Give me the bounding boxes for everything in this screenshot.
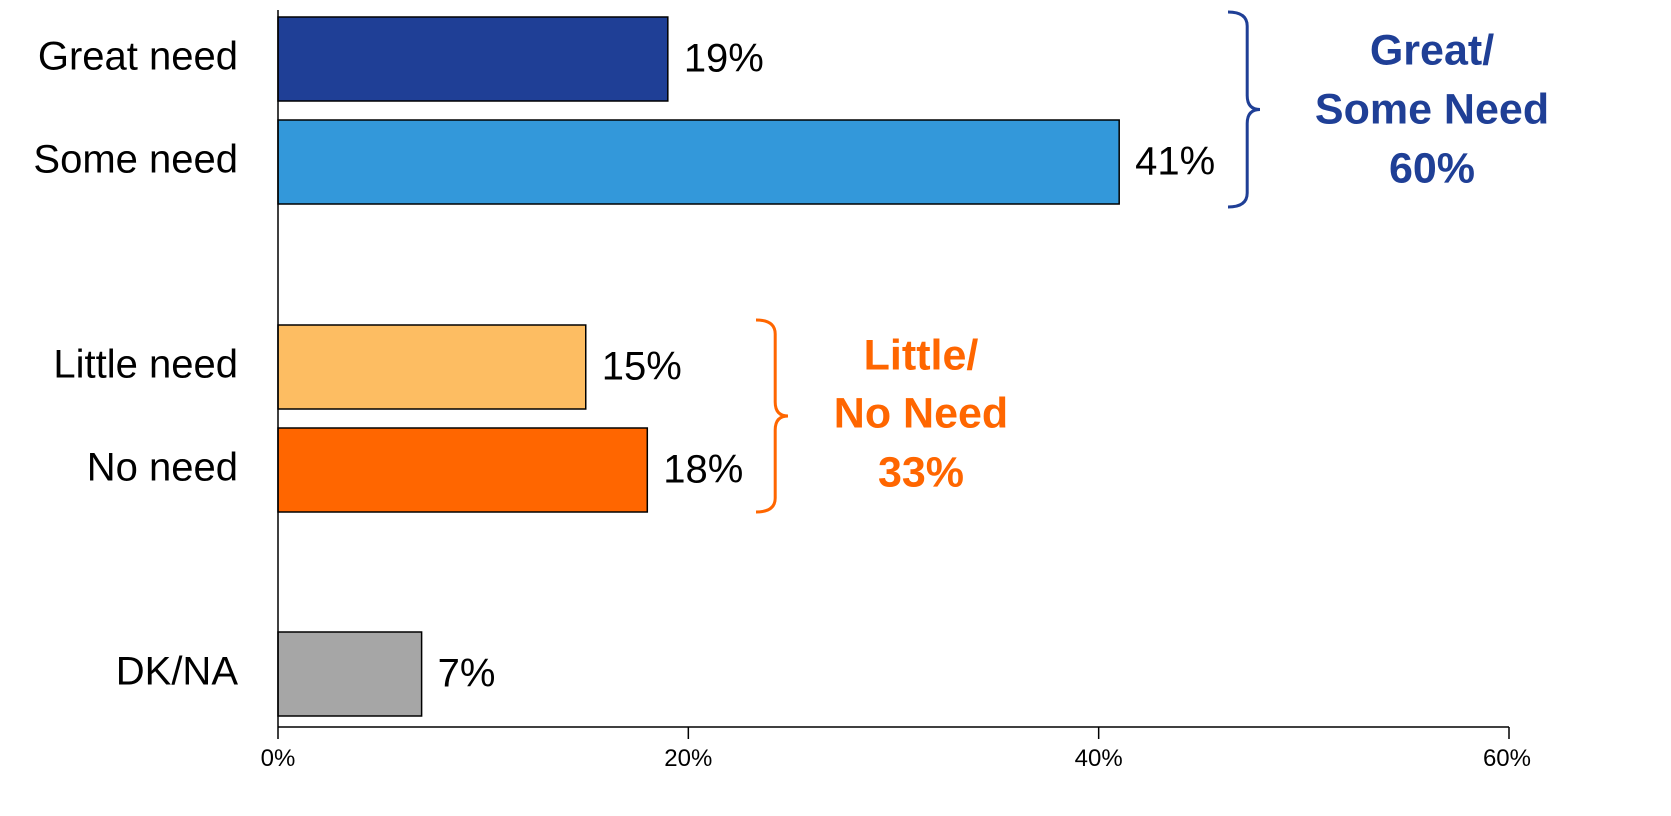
value-label-some-need: 41% (1135, 140, 1215, 184)
x-tick-label-0: 0% (261, 745, 296, 772)
category-label-no-need: No need (87, 446, 238, 490)
value-label-no-need: 18% (663, 448, 743, 492)
group-brace-1 (1227, 10, 1261, 209)
x-tick-label-40: 40% (1075, 745, 1123, 772)
category-label-great-need: Great need (38, 35, 238, 79)
bar-some-need (277, 119, 1120, 205)
bar-dk-na (277, 631, 423, 717)
group-label-1-line-2: Some Need (1315, 85, 1549, 133)
group-label-2-line-2: No Need (834, 389, 1008, 437)
category-label-little-need: Little need (53, 343, 238, 387)
value-label-great-need: 19% (684, 37, 764, 81)
group-label-2-line-1: Little/ (864, 331, 979, 379)
x-tick-label-60: 60% (1483, 745, 1531, 772)
value-label-little-need: 15% (602, 345, 682, 389)
group-label-1-line-1: Great/ (1370, 26, 1494, 74)
group-brace-2 (755, 318, 789, 514)
labels-layer: Great need 19% Some need 41% Little need 15% N… (33, 35, 1215, 696)
value-label-dk-na: 7% (438, 652, 496, 696)
bar-no-need (277, 427, 649, 513)
axis-layer: 0% 20% 40% 60% (261, 10, 1531, 772)
group-label-2-line-3: 33% (878, 448, 964, 496)
group-label-1-line-3: 60% (1389, 144, 1475, 192)
category-label-dk-na: DK/NA (116, 650, 239, 694)
x-tick-label-20: 20% (664, 745, 712, 772)
bar-little-need (277, 324, 587, 410)
groups-layer: Great/Some Need 60% Little/No Need 33% (755, 10, 1549, 514)
bar-great-need (277, 16, 669, 102)
category-label-some-need: Some need (33, 138, 238, 182)
bars-layer (277, 16, 1120, 717)
